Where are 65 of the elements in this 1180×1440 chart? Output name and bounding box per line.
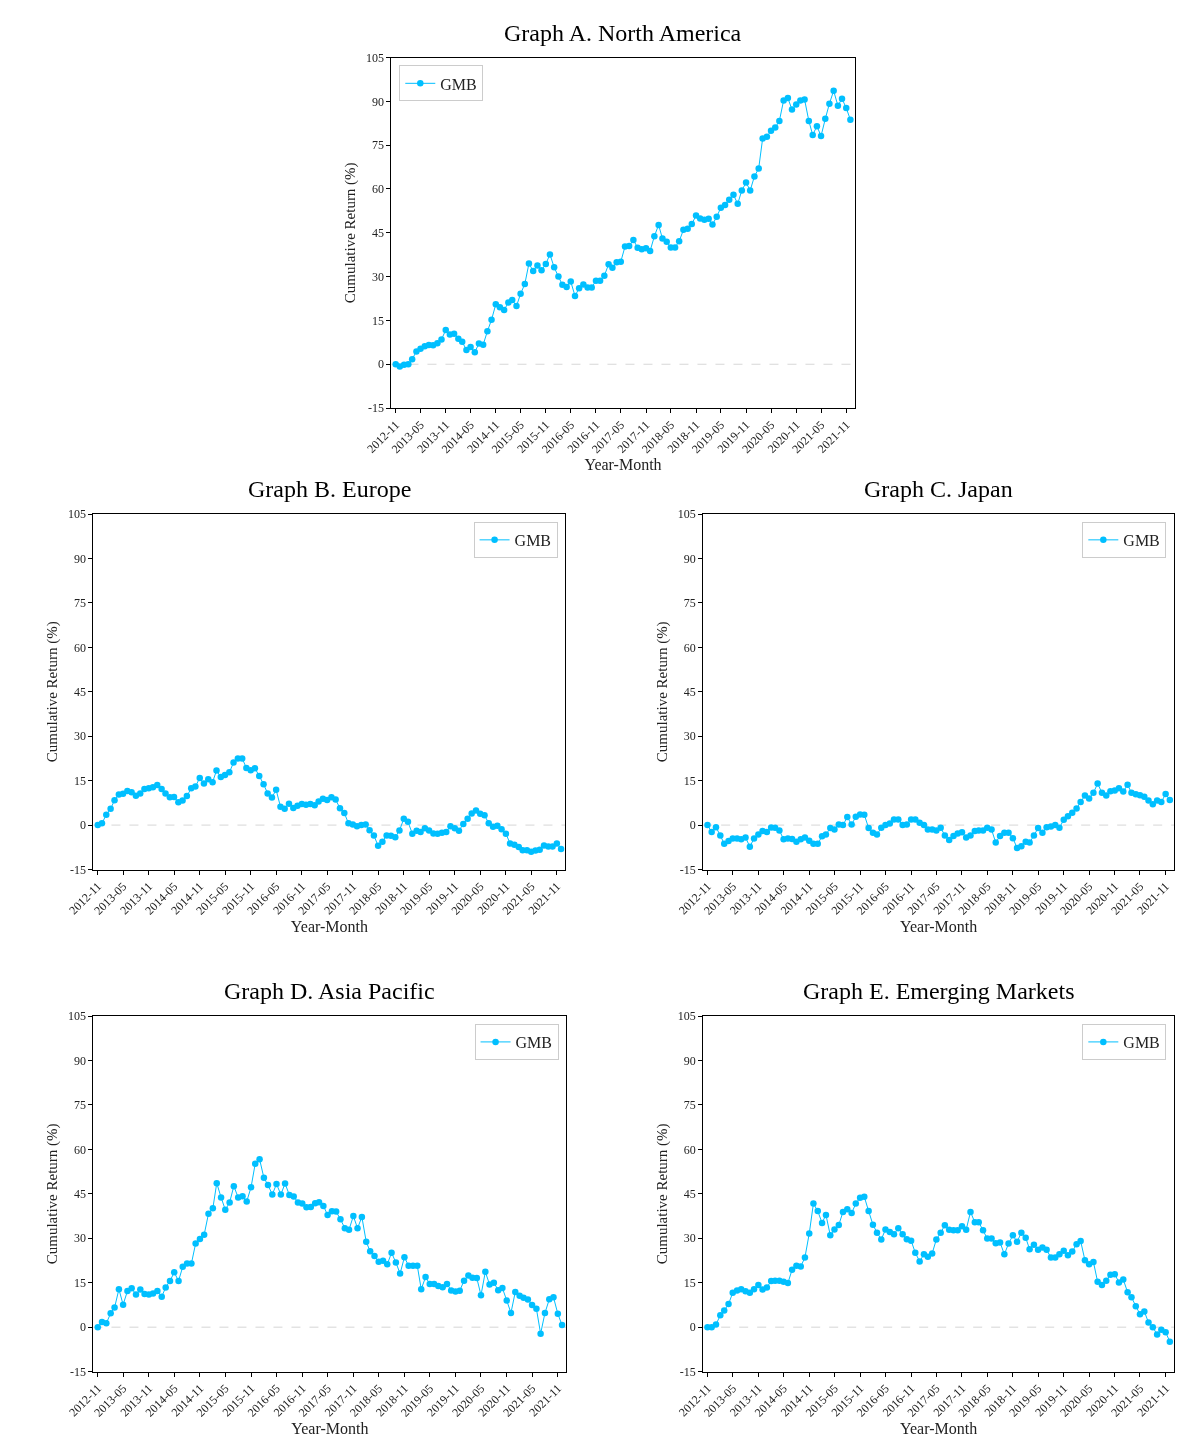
y-tick-label: 75 xyxy=(74,1098,87,1113)
y-tick-label: 75 xyxy=(683,1098,696,1113)
y-tick-label: 45 xyxy=(683,684,696,699)
y-tick-label: 45 xyxy=(683,1187,696,1202)
y-tick-label: 90 xyxy=(74,551,87,566)
y-tick-label: 75 xyxy=(683,596,696,611)
y-tick-label: 105 xyxy=(366,50,385,65)
y-tick-label: 30 xyxy=(74,729,87,744)
y-tick-label: 90 xyxy=(372,94,385,109)
legend-label: GMB xyxy=(1123,1034,1160,1052)
y-tick-label: 30 xyxy=(683,1231,696,1246)
y-tick-label: 0 xyxy=(689,1320,696,1335)
chart-title: Graph C. Japan xyxy=(864,476,1013,502)
y-tick-label: 105 xyxy=(677,507,696,522)
y-tick-label: -15 xyxy=(70,1364,87,1379)
chart-title: Graph E. Emerging Markets xyxy=(803,978,1075,1004)
y-tick-label: 90 xyxy=(683,1053,696,1068)
y-tick-label: 60 xyxy=(74,1142,87,1157)
legend-label: GMB xyxy=(514,532,552,550)
y-tick-label: -15 xyxy=(368,401,385,416)
y-axis-title: Cumulative Return (%) xyxy=(44,1123,62,1265)
y-tick-label: 15 xyxy=(683,1275,696,1290)
y-tick-label: 30 xyxy=(372,269,385,284)
y-tick-label: 60 xyxy=(74,640,87,655)
y-tick-label: 90 xyxy=(683,551,696,566)
y-tick-label: 60 xyxy=(683,640,696,655)
chart-title: Graph B. Europe xyxy=(248,476,412,502)
y-tick-label: 90 xyxy=(74,1053,87,1068)
x-axis-title: Year-Month xyxy=(900,917,978,935)
chart-title: Graph D. Asia Pacific xyxy=(224,978,435,1004)
y-tick-label: 15 xyxy=(74,1275,87,1290)
y-tick-label: 45 xyxy=(74,1187,87,1202)
y-axis-title: Cumulative Return (%) xyxy=(654,1123,672,1265)
y-tick-label: 105 xyxy=(68,507,87,522)
y-tick-label: -15 xyxy=(679,862,696,877)
legend-label: GMB xyxy=(1123,532,1160,550)
y-tick-label: 15 xyxy=(372,313,385,328)
y-tick-label: 0 xyxy=(80,818,87,833)
legend-label: GMB xyxy=(440,75,477,93)
y-tick-label: 75 xyxy=(74,596,87,611)
y-tick-label: 105 xyxy=(68,1009,87,1024)
y-tick-label: 45 xyxy=(372,225,385,240)
y-tick-label: 30 xyxy=(74,1231,87,1246)
y-tick-label: 0 xyxy=(80,1320,87,1335)
y-axis-title: Cumulative Return (%) xyxy=(44,621,62,763)
y-tick-label: 105 xyxy=(677,1009,696,1024)
y-tick-label: 75 xyxy=(372,138,385,153)
y-axis-title: Cumulative Return (%) xyxy=(654,621,672,763)
y-tick-label: 60 xyxy=(683,1142,696,1157)
x-axis-title: Year-Month xyxy=(291,1419,369,1437)
y-tick-label: 0 xyxy=(378,357,385,372)
x-axis-title: Year-Month xyxy=(900,1419,978,1437)
y-tick-label: 45 xyxy=(74,684,87,699)
y-tick-label: 15 xyxy=(74,773,87,788)
legend-label: GMB xyxy=(515,1034,553,1052)
y-tick-label: -15 xyxy=(679,1364,696,1379)
y-tick-label: -15 xyxy=(70,862,87,877)
y-axis-title: Cumulative Return (%) xyxy=(342,162,360,304)
x-axis-title: Year-Month xyxy=(290,917,368,935)
y-tick-label: 0 xyxy=(689,818,696,833)
chart-title: Graph A. North America xyxy=(504,20,742,46)
y-tick-label: 60 xyxy=(372,182,385,197)
x-axis-title: Year-Month xyxy=(584,456,662,474)
y-tick-label: 15 xyxy=(683,773,696,788)
y-tick-label: 30 xyxy=(683,729,696,744)
